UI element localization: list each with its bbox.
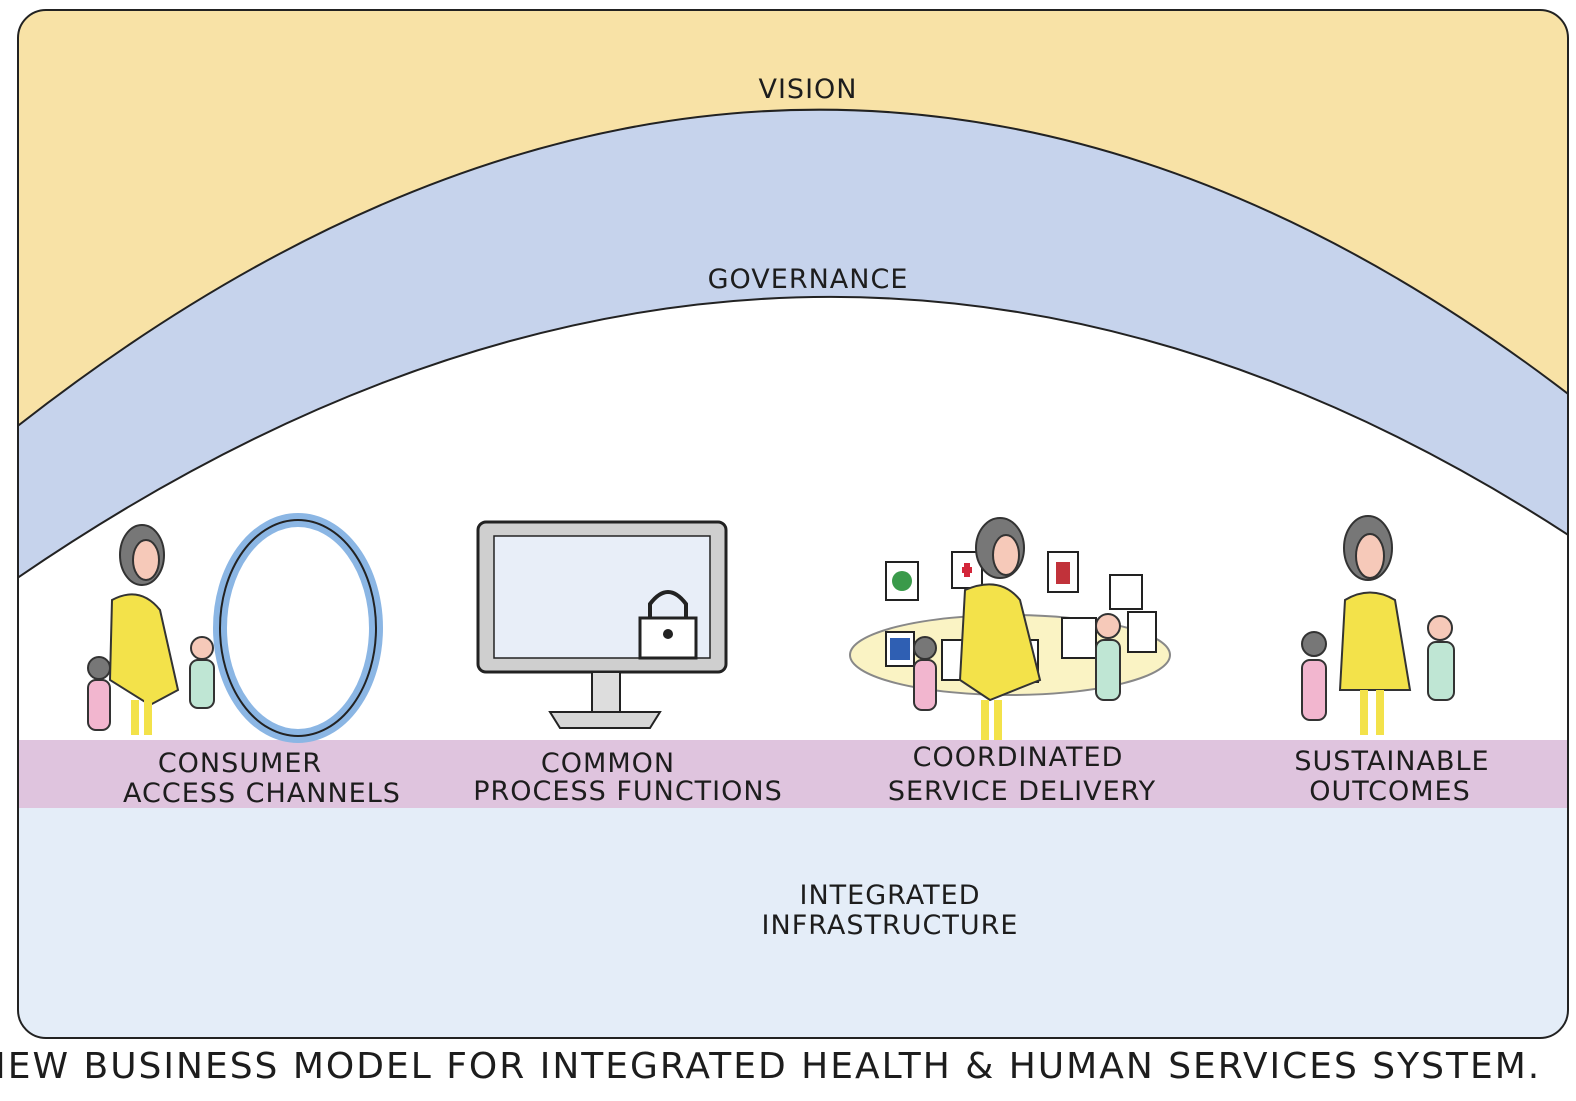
component-label: COMMON [541, 748, 675, 779]
governance-label: GOVERNANCE [708, 264, 909, 295]
caption: NEW BUSINESS MODEL FOR INTEGRATED HEALTH… [0, 1046, 1541, 1087]
component-label: COORDINATED [913, 742, 1124, 773]
infrastructure-label: INFRASTRUCTURE [762, 910, 1019, 941]
component-label: PROCESS FUNCTIONS [473, 776, 782, 807]
vision-label: VISION [759, 74, 858, 105]
component-label: OUTCOMES [1309, 776, 1471, 807]
component-label: ACCESS CHANNELS [123, 778, 401, 809]
component-label: CONSUMER [158, 748, 322, 779]
component-label: SUSTAINABLE [1294, 746, 1489, 777]
diagram: VISION GOVERNANCE CONSUMER ACCESS CHANNE… [0, 0, 1576, 1101]
infrastructure-label: INTEGRATED [799, 880, 980, 911]
component-label: SERVICE DELIVERY [888, 776, 1156, 807]
